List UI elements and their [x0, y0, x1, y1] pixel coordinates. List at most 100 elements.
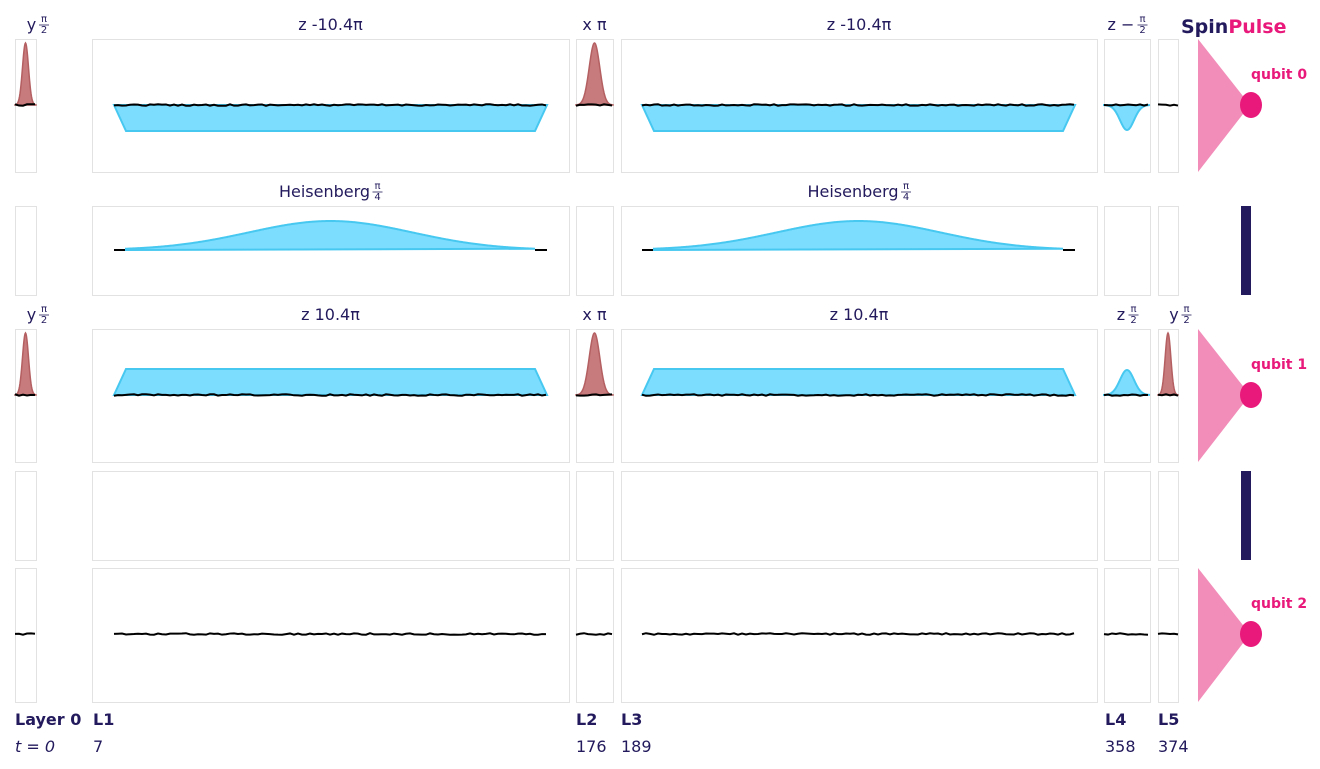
qubit-0-L1-gate-label: z -10.4π	[298, 15, 363, 34]
layer-label-4: L4	[1105, 710, 1127, 729]
qubit-0-L2-gaussian-baseline	[575, 103, 613, 107]
qubit-0-dot	[1240, 92, 1262, 118]
coupling-0-L1-heisenberg-label-den: 4	[374, 192, 380, 203]
qubit-1-dot	[1240, 382, 1262, 408]
qubit-0-L1-trapezoid	[112, 104, 549, 132]
qubit-0-name: qubit 0	[1251, 67, 1307, 83]
qubit-0-L2-gaussian	[575, 42, 614, 106]
coupling-0-cell-L0	[15, 206, 37, 296]
qubit-1-L0-gate-label-den: 2	[41, 315, 47, 326]
qubit-0-cell-L3	[621, 39, 1098, 173]
qubit-0-L0-gate-label-den: 2	[41, 25, 47, 36]
layer-time-1: 7	[93, 737, 104, 756]
qubit-0-L3-gate-label: z -10.4π	[827, 15, 892, 34]
qubit-1-cell-L3	[621, 329, 1098, 463]
qubit-0-L0-gaussian	[14, 41, 37, 106]
coupling-0-cell-L1	[92, 206, 570, 296]
qubit-2-dot	[1240, 621, 1262, 647]
coupling-1-cell-L2	[576, 471, 614, 561]
qubit-0-cell-L0	[15, 39, 37, 173]
qubit-2-cell-L4	[1104, 568, 1151, 703]
coupling-0-L1-heisenberg-label: Heisenberg	[279, 182, 370, 201]
qubit-1-L5-gaussian-baseline	[1157, 393, 1179, 397]
qubit-1-L4-gate-label: z	[1117, 305, 1125, 324]
qubit-1-L5-gate-label-num: π	[1183, 304, 1189, 315]
qubit-1-L5-gate-label: y	[1169, 305, 1178, 324]
qubit-1-L3-trapezoid	[640, 368, 1077, 396]
qubit-1-L4-bump-baseline	[1103, 393, 1149, 397]
qubit-1-L4-gate-label-num: π	[1130, 304, 1136, 315]
qubit-0-L3-trapezoid	[640, 104, 1077, 132]
qubit-1-L4-gate-label-den: 2	[1130, 315, 1136, 326]
qubit-0-cell-L5	[1158, 39, 1179, 173]
coupler-1-bar	[1241, 471, 1251, 560]
qubit-0-L4-gate-label-num: π	[1139, 14, 1145, 25]
coupling-0-L1-heisenberg	[125, 220, 536, 252]
coupling-0-L3-heisenberg-label-num: π	[903, 181, 909, 192]
qubit-2-cell-L5	[1158, 568, 1179, 703]
qubit-2-L3-flat	[641, 632, 1075, 636]
qubit-1-L3-trapezoid-baseline	[641, 393, 1075, 397]
qubit-2-L5-flat	[1157, 632, 1179, 636]
qubit-1-L5-gaussian	[1157, 331, 1179, 396]
qubit-1-L2-gaussian-baseline	[575, 393, 613, 397]
layer-time-3: 189	[621, 737, 652, 756]
coupling-0-L1-heisenberg-label-num: π	[374, 181, 380, 192]
qubit-0-L2-gate-label: x π	[582, 15, 607, 34]
qubit-0-L0-gate-label-num: π	[41, 14, 47, 25]
coupling-1-cell-L3	[621, 471, 1098, 561]
layer-label-2: L2	[576, 710, 598, 729]
qubit-0-L4-bump-baseline	[1103, 103, 1149, 107]
layer-time-4: 358	[1105, 737, 1136, 756]
qubit-1-L1-gate-label: z 10.4π	[301, 305, 360, 324]
coupling-0-L3-heisenberg-label: Heisenberg	[807, 182, 898, 201]
qubit-1-L4-bump	[1103, 368, 1151, 397]
qubit-1-L1-trapezoid-baseline	[113, 393, 547, 397]
layer-time-0: t = 0	[15, 737, 56, 756]
brand-part-spin: Spin	[1181, 16, 1229, 38]
qubit-2-L0-flat	[14, 632, 36, 636]
qubit-2-name: qubit 2	[1251, 596, 1307, 612]
qubit-0-L4-gate-label-den: 2	[1139, 25, 1145, 36]
coupling-1-cell-L0	[15, 471, 37, 561]
layer-time-5: 374	[1158, 737, 1189, 756]
layer-label-0: Layer 0	[15, 710, 82, 729]
qubit-0-L0-gate-label: y	[27, 15, 36, 34]
brand-logo: SpinPulse	[1181, 16, 1287, 38]
qubit-2-cell-L0	[15, 568, 37, 703]
brand-part-pulse: Pulse	[1228, 16, 1287, 38]
layer-label-1: L1	[93, 710, 115, 729]
qubit-0-L0-gaussian-baseline	[14, 103, 36, 107]
qubit-1-L5-gate-label-den: 2	[1183, 315, 1189, 326]
qubit-0-L3-trapezoid-baseline	[641, 103, 1075, 107]
qubit-1-cell-L5	[1158, 329, 1179, 463]
coupling-0-cell-L2	[576, 206, 614, 296]
qubit-2-cone	[1198, 568, 1250, 702]
coupling-1-cell-L4	[1104, 471, 1151, 561]
qubit-0-cone	[1198, 39, 1250, 172]
qubit-1-cone	[1198, 329, 1250, 462]
qubit-1-L2-gate-label: x π	[582, 305, 607, 324]
qubit-1-L2-gaussian	[575, 332, 614, 396]
qubit-2-cell-L1	[92, 568, 570, 703]
qubit-2-L4-flat	[1103, 632, 1149, 636]
qubit-0-L1-trapezoid-baseline	[113, 103, 547, 107]
qubit-1-L0-gate-label: y	[27, 305, 36, 324]
coupling-0-cell-L4	[1104, 206, 1151, 296]
coupler-0-bar	[1241, 206, 1251, 295]
coupling-0-L3-heisenberg-label-den: 4	[903, 192, 909, 203]
coupling-1-cell-L5	[1158, 471, 1179, 561]
qubit-1-L3-gate-label: z 10.4π	[830, 305, 889, 324]
qubit-0-L4-bump	[1103, 103, 1151, 132]
qubit-0-cell-L1	[92, 39, 570, 173]
coupling-0-L3-heisenberg	[653, 220, 1064, 252]
qubit-0-L4-gate-label: z −	[1108, 15, 1135, 34]
qubit-2-cell-L3	[621, 568, 1098, 703]
coupling-0-cell-L3	[621, 206, 1098, 296]
qubit-1-cell-L1	[92, 329, 570, 463]
qubit-2-L2-flat	[575, 632, 613, 636]
qubit-1-L0-gaussian	[14, 331, 37, 396]
qubit-1-L0-gate-label-num: π	[41, 304, 47, 315]
